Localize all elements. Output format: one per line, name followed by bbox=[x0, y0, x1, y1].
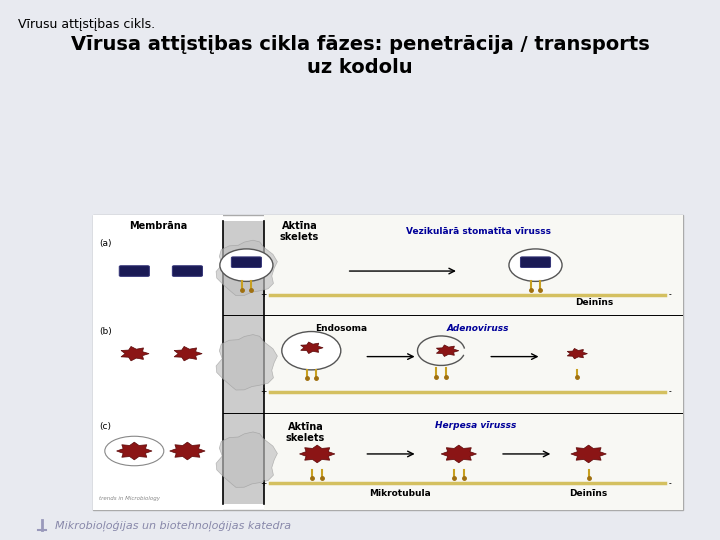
Polygon shape bbox=[170, 442, 205, 460]
Text: Mikrotubula: Mikrotubula bbox=[369, 489, 431, 498]
Polygon shape bbox=[216, 432, 277, 488]
Text: (b): (b) bbox=[99, 327, 112, 336]
Text: -: - bbox=[668, 388, 671, 396]
FancyBboxPatch shape bbox=[231, 257, 261, 267]
Text: -: - bbox=[668, 290, 671, 299]
FancyBboxPatch shape bbox=[120, 266, 149, 276]
Polygon shape bbox=[93, 215, 222, 510]
Text: Aktīna
skelets: Aktīna skelets bbox=[286, 422, 325, 443]
Polygon shape bbox=[174, 347, 202, 361]
Ellipse shape bbox=[282, 332, 341, 370]
Polygon shape bbox=[436, 345, 459, 356]
Text: Herpesa vīrusss: Herpesa vīrusss bbox=[435, 422, 516, 430]
Polygon shape bbox=[222, 221, 264, 504]
Polygon shape bbox=[264, 215, 683, 510]
Polygon shape bbox=[571, 445, 606, 463]
Text: Vīrusu attįstįbas cikls.: Vīrusu attįstįbas cikls. bbox=[18, 18, 155, 31]
Text: Vīrusa attįstįbas cikla fāzes: penetrācija / transports
uz kodolu: Vīrusa attįstįbas cikla fāzes: penetrāci… bbox=[71, 35, 649, 77]
Text: (c): (c) bbox=[99, 422, 111, 430]
Text: (a): (a) bbox=[99, 239, 112, 248]
Text: -: - bbox=[668, 479, 671, 488]
FancyBboxPatch shape bbox=[172, 266, 202, 276]
Polygon shape bbox=[300, 445, 335, 463]
Text: Membrāna: Membrāna bbox=[129, 221, 187, 231]
Polygon shape bbox=[117, 442, 152, 460]
Text: Vezikulārā stomatīta vīrusss: Vezikulārā stomatīta vīrusss bbox=[405, 227, 551, 236]
Text: Deinīns: Deinīns bbox=[570, 489, 608, 498]
Text: +: + bbox=[261, 290, 267, 299]
Text: Endosoma: Endosoma bbox=[315, 324, 367, 333]
Text: Adenoviruss: Adenoviruss bbox=[447, 324, 510, 333]
Text: Aktīna
skelets: Aktīna skelets bbox=[280, 221, 319, 242]
Polygon shape bbox=[121, 347, 149, 361]
FancyBboxPatch shape bbox=[521, 257, 551, 267]
Ellipse shape bbox=[220, 249, 273, 281]
Polygon shape bbox=[216, 240, 277, 295]
Text: +: + bbox=[261, 388, 267, 396]
Text: +: + bbox=[261, 479, 267, 488]
Ellipse shape bbox=[509, 249, 562, 281]
Polygon shape bbox=[441, 445, 477, 463]
Text: trends in Microbiology: trends in Microbiology bbox=[99, 496, 160, 501]
Polygon shape bbox=[216, 335, 277, 390]
Text: Mikrobioļoģijas un biotehnoļoģijas katedra: Mikrobioļoģijas un biotehnoļoģijas kated… bbox=[55, 521, 291, 531]
Polygon shape bbox=[301, 342, 323, 354]
Text: Deinīns: Deinīns bbox=[575, 298, 613, 307]
Circle shape bbox=[105, 436, 164, 465]
Polygon shape bbox=[93, 215, 683, 510]
Polygon shape bbox=[567, 348, 588, 359]
